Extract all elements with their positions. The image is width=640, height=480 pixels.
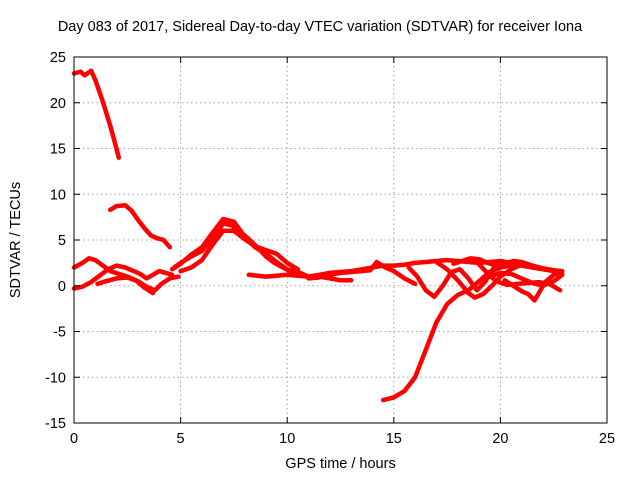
data-series <box>71 68 565 403</box>
x-axis-label: GPS time / hours <box>285 456 396 472</box>
series-line-arc-5 <box>95 274 181 293</box>
series-line-arc-17 <box>451 256 565 274</box>
x-tick-label: 0 <box>70 431 78 447</box>
series-line-arc-8 <box>178 228 301 274</box>
y-tick-label: -15 <box>45 416 66 432</box>
y-tick-label: -5 <box>53 325 66 341</box>
y-tick-label: 25 <box>50 50 66 66</box>
series-line-arc-16 <box>502 269 565 303</box>
series-line-arc-4 <box>71 263 175 291</box>
x-tick-label: 20 <box>492 431 508 447</box>
x-tick-label: 10 <box>279 431 295 447</box>
series-line-arc-15 <box>487 270 565 289</box>
series-line-arc-10 <box>306 259 418 287</box>
series-line-arc-12 <box>406 260 514 299</box>
y-tick-label: 5 <box>58 233 66 249</box>
y-tick-label: 10 <box>50 187 66 203</box>
series-line-arc-2 <box>107 202 173 250</box>
y-tick-label: 0 <box>58 279 66 295</box>
y-axis-label-text: SDTVAR / TECUs <box>8 181 24 299</box>
chart-title: Day 083 of 2017, Sidereal Day-to-day VTE… <box>57 19 583 35</box>
series-line-arc-1 <box>71 68 122 160</box>
axis-ticks: 0 5 10 15 20 25 -15 -10 -5 0 5 10 15 20 25 <box>45 50 615 447</box>
grid-lines <box>74 57 607 423</box>
y-tick-label: -10 <box>45 370 66 386</box>
series-line-arc-11 <box>380 262 524 403</box>
x-tick-label: 25 <box>599 431 615 447</box>
y-tick-label: 20 <box>50 96 66 112</box>
x-tick-label: 5 <box>177 431 185 447</box>
series-line-arc-7 <box>169 216 333 279</box>
x-tick-label: 15 <box>386 431 402 447</box>
y-tick-label: 15 <box>50 142 66 158</box>
